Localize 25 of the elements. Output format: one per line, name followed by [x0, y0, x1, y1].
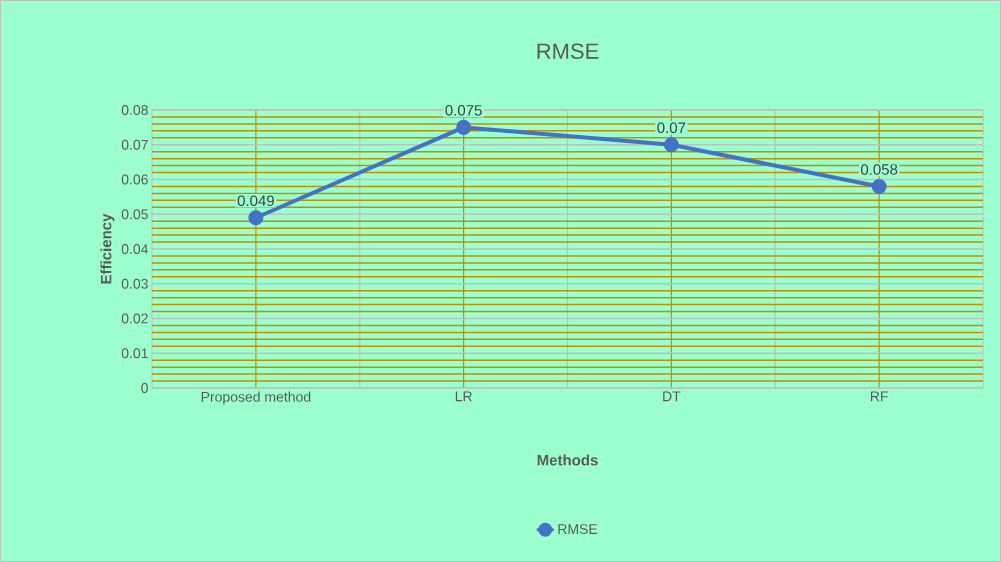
y-axis-title: Efficiency: [100, 213, 115, 284]
data-label: 0.075: [445, 105, 482, 116]
y-tick-label: 0.01: [121, 348, 148, 359]
y-tick-label: 0.08: [121, 105, 148, 115]
y-tick-label: 0: [141, 383, 148, 393]
data-label: 0.07: [657, 122, 686, 134]
data-label: 0.058: [860, 164, 898, 175]
chart-title: RMSE: [537, 43, 599, 59]
y-tick-label: 0.02: [121, 313, 148, 324]
point: [871, 178, 887, 194]
y-tick-label: 0.07: [121, 139, 148, 150]
x-axis-title: Methods: [537, 454, 598, 466]
y-tick-label: 0.06: [121, 174, 148, 185]
x-tick-label: DT: [663, 391, 681, 402]
point: [663, 137, 679, 153]
x-tick-label: RF: [870, 391, 888, 402]
y-tick-label: 0.03: [121, 278, 148, 289]
data-label: 0.049: [237, 195, 274, 207]
x-tick-label: Proposed method: [201, 391, 311, 405]
y-tick-label: 0.04: [121, 244, 149, 254]
y-tick-label: 0.05: [121, 209, 148, 220]
point: [248, 210, 264, 226]
legend-label: RMSE: [558, 524, 598, 535]
point: [456, 119, 472, 135]
x-tick-label: LR: [455, 391, 472, 402]
